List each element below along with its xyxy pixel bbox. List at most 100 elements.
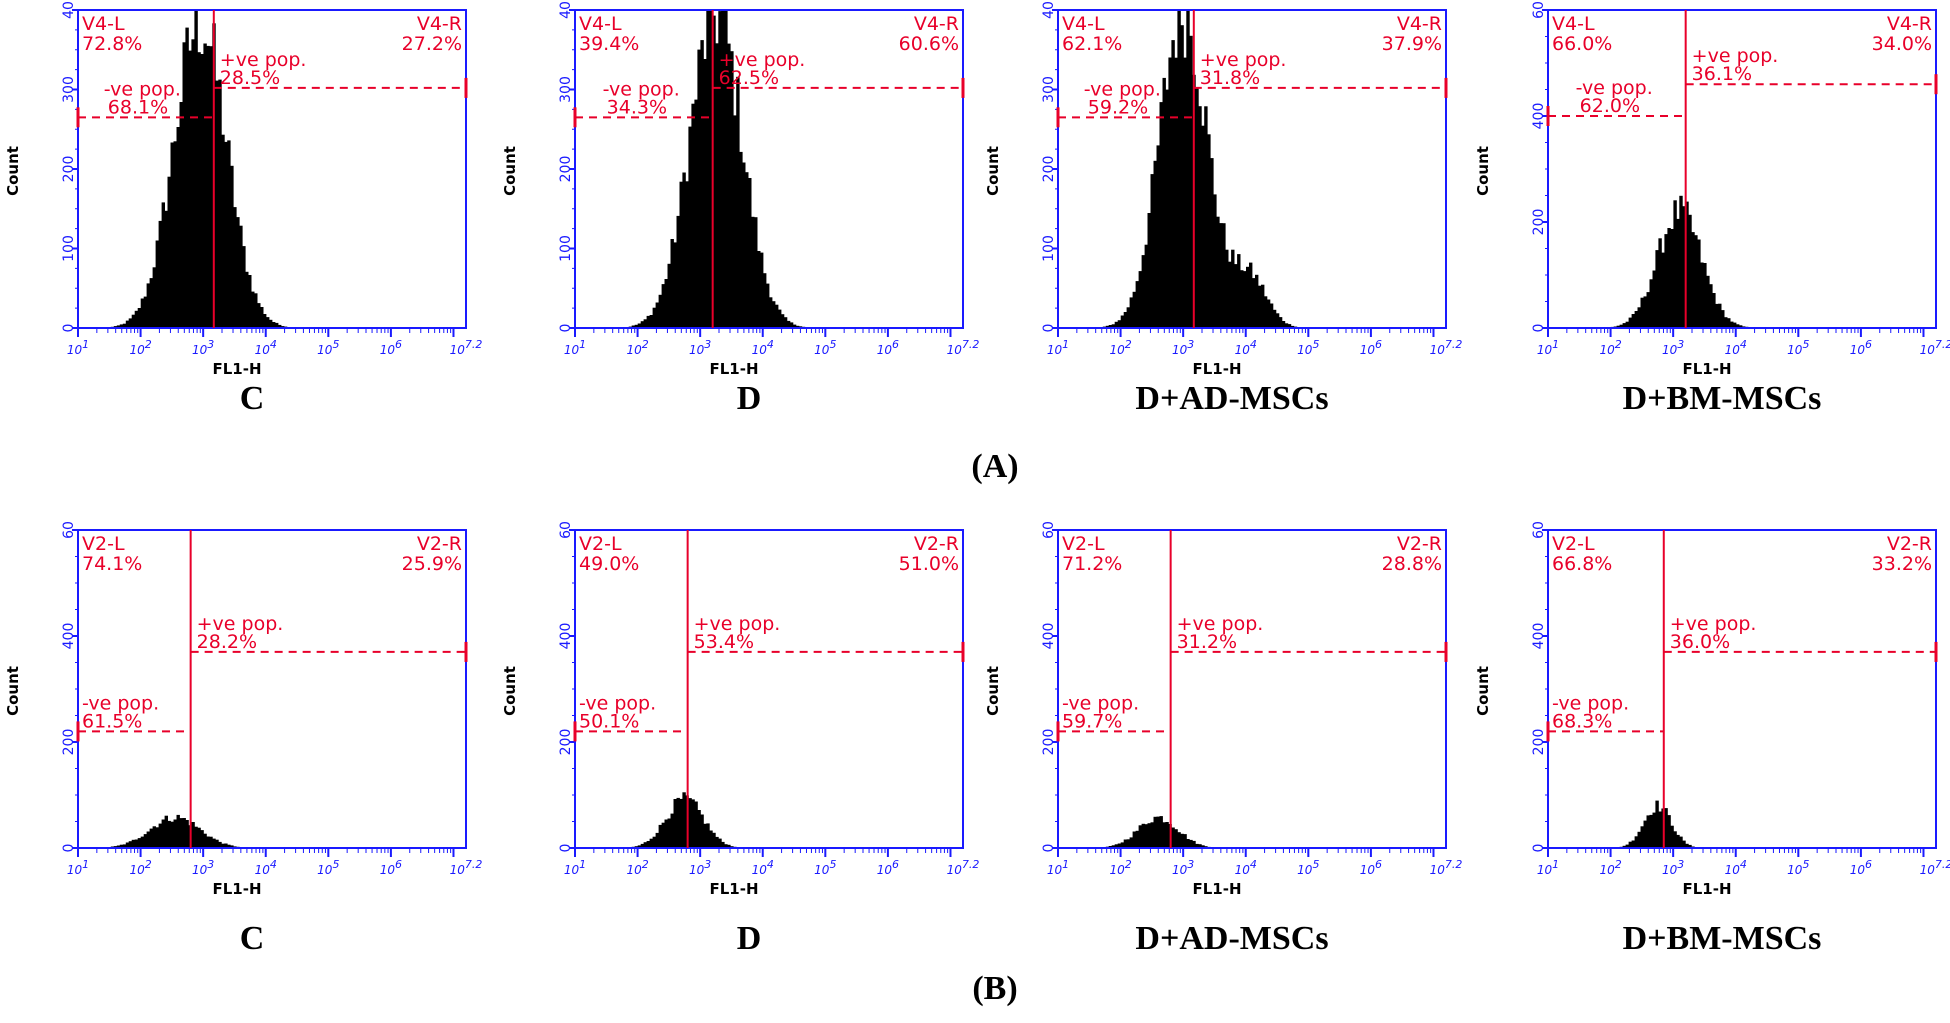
histogram-bar (688, 126, 692, 328)
histogram-bar (742, 162, 746, 328)
histogram-bar (631, 325, 636, 328)
x-tick-label: 101 (67, 338, 89, 357)
x-tick-label: 104 (1725, 338, 1747, 357)
pos-pop-label: +ve pop. (1200, 49, 1287, 71)
y-tick-label: 40 (1041, 1, 1057, 19)
histogram-bar (263, 314, 267, 328)
histogram-bar (769, 297, 773, 328)
pos-pop-label: +ve pop. (719, 49, 806, 71)
histogram-bar (1114, 321, 1119, 328)
histogram-bar (233, 207, 237, 328)
histogram-bar (134, 310, 139, 328)
histogram-bar (146, 831, 150, 848)
histogram-bar (1682, 840, 1686, 848)
histogram-bar (173, 141, 177, 328)
x-tick-label: 105 (1297, 858, 1319, 877)
histogram-bar (119, 324, 124, 328)
neg-pop-pct: 59.7% (1062, 710, 1122, 732)
x-tick-label: 106 (877, 338, 899, 357)
pos-pop-pct: 53.4% (694, 631, 754, 653)
histogram-bar (757, 251, 761, 328)
histogram-bar (158, 220, 162, 328)
histogram-bar (149, 278, 153, 328)
histogram-bar (1138, 271, 1142, 328)
histogram-bar (149, 828, 153, 848)
histogram-bar (1198, 106, 1202, 328)
histogram-bar (783, 317, 788, 328)
x-tick-label: 106 (1850, 858, 1872, 877)
histogram-bar (128, 841, 133, 848)
x-tick-label: 103 (1172, 858, 1194, 877)
histogram-bar (1290, 325, 1295, 328)
histogram-bar (772, 301, 776, 328)
histogram-bar (1165, 822, 1169, 848)
histogram-bar (1114, 844, 1119, 848)
histogram-bar (1640, 826, 1644, 848)
x-axis-label: FL1-H (709, 360, 758, 378)
histogram-bar (1252, 278, 1256, 328)
histogram-bars (1601, 195, 1758, 328)
histogram-bar (1177, 10, 1181, 328)
histogram-bar (1156, 145, 1160, 328)
histogram-bar (125, 320, 130, 328)
histogram-bar (1667, 228, 1671, 328)
gate-right-name: V4-R (1397, 13, 1442, 35)
histogram-bar (179, 102, 183, 328)
histogram-bar (1736, 324, 1740, 328)
histogram-bar (1201, 125, 1205, 328)
x-tick-label: 102 (1599, 858, 1621, 877)
histogram-bar (1183, 834, 1187, 848)
histogram-bar (1234, 264, 1238, 328)
gate-right-pct: 33.2% (1872, 553, 1932, 575)
histogram-bar (1622, 323, 1626, 328)
histogram-bar (664, 279, 668, 328)
histogram-bar (1105, 325, 1110, 328)
histogram-bar (1165, 89, 1169, 328)
histogram-bar (215, 839, 219, 848)
histogram-bar (1658, 238, 1662, 328)
histogram-bar (1685, 201, 1689, 328)
histogram-bar (116, 325, 121, 328)
x-tick-label: 104 (1235, 858, 1257, 877)
y-tick-label: 200 (1531, 729, 1547, 756)
histogram-bar (751, 216, 755, 328)
histogram-bar (152, 267, 156, 328)
histogram-bar (1150, 822, 1154, 848)
x-tick-label: 107.2 (947, 338, 980, 357)
histogram-bar (266, 317, 270, 328)
x-tick-label: 104 (255, 338, 277, 357)
histogram-bar (194, 826, 198, 848)
histogram-bar (703, 59, 707, 328)
gate-left-pct: 39.4% (579, 33, 639, 55)
x-axis-label: FL1-H (1192, 880, 1241, 898)
gate-left-pct: 66.8% (1552, 553, 1612, 575)
x-tick-label: 103 (689, 858, 711, 877)
neg-pop-pct: 62.0% (1580, 95, 1640, 117)
histogram-bar (155, 240, 159, 328)
histogram-bar (789, 322, 794, 328)
histogram-bar (1255, 274, 1259, 328)
histogram-bar (1261, 284, 1265, 328)
histogram-bar (1664, 808, 1668, 848)
histogram-bar (1147, 213, 1151, 328)
histogram-bar (745, 172, 749, 328)
neg-pop-pct: 34.3% (607, 96, 667, 118)
y-tick-label: 0 (1531, 324, 1547, 333)
histogram-bar (1637, 831, 1641, 848)
histogram-bar (1700, 262, 1704, 328)
histogram-bar (188, 50, 192, 328)
y-axis-label: Count (984, 146, 1002, 196)
histogram-bar (1739, 325, 1743, 328)
y-axis-label: Count (4, 146, 22, 196)
histogram-bar (1682, 206, 1686, 328)
histogram-bar (640, 843, 645, 848)
y-tick-label: 60 (1531, 1, 1547, 19)
histogram-bar (727, 43, 731, 328)
histogram-bar (682, 792, 686, 848)
histogram-bar (212, 838, 216, 848)
histogram-bar (1685, 843, 1689, 848)
histogram-bar (1694, 235, 1698, 328)
histogram-bar (1703, 263, 1707, 328)
